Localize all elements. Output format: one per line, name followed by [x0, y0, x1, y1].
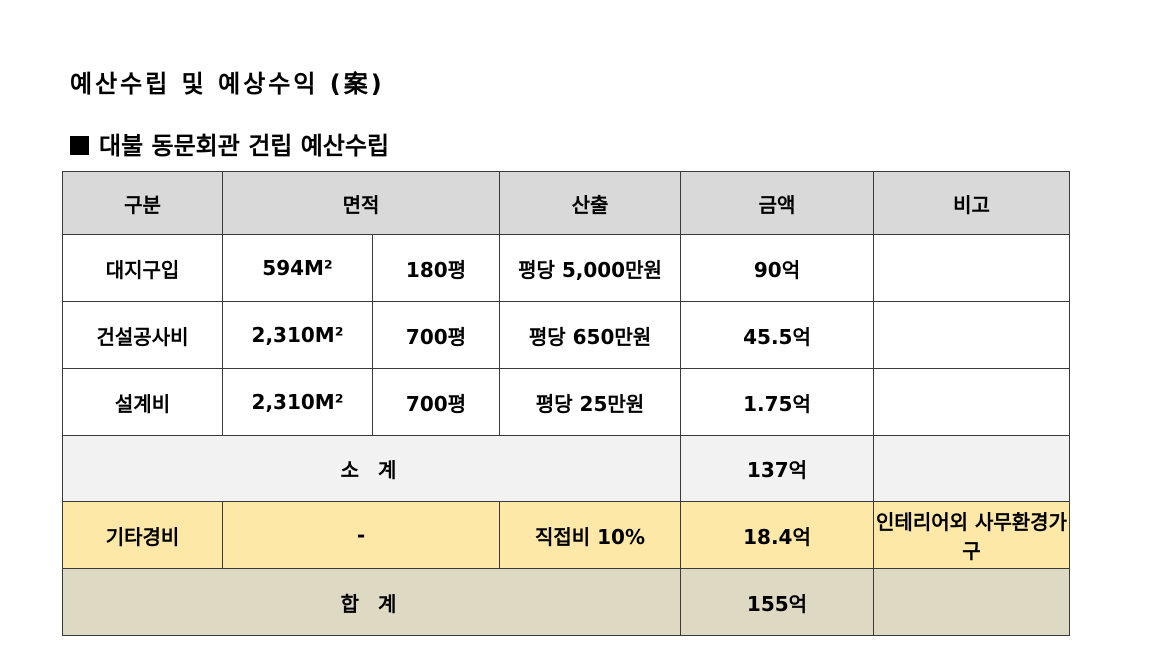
- total-amount: 155억: [680, 568, 874, 636]
- black-square-icon: [70, 136, 89, 155]
- row-calc: 평당 650만원: [499, 301, 681, 369]
- row-amount: 1.75억: [680, 368, 874, 436]
- budget-table: 구분 면적 산출 금액 비고 대지구입 594M² 180평 평당 5,000만…: [62, 171, 1070, 636]
- header-note: 비고: [873, 171, 1070, 235]
- row-area-pyeong: 700평: [372, 301, 500, 369]
- row-area-m2: 2,310M²: [222, 368, 373, 436]
- other-calc: 직접비 10%: [499, 501, 681, 569]
- row-area-pyeong: 700평: [372, 368, 500, 436]
- other-area: -: [222, 501, 500, 569]
- subtotal-note: [873, 435, 1070, 502]
- other-expenses-row: 기타경비 - 직접비 10% 18.4억 인테리어외 사무환경가구: [62, 501, 1070, 569]
- table-header-row: 구분 면적 산출 금액 비고: [62, 171, 1070, 235]
- section-title-text: 대불 동문회관 건립 예산수립: [99, 132, 390, 160]
- row-category: 대지구입: [62, 234, 223, 302]
- table-row: 설계비 2,310M² 700평 평당 25만원 1.75억: [62, 368, 1070, 436]
- other-category: 기타경비: [62, 501, 223, 569]
- table-row: 대지구입 594M² 180평 평당 5,000만원 90억: [62, 234, 1070, 302]
- row-category: 설계비: [62, 368, 223, 436]
- total-label: 합 계: [62, 568, 681, 636]
- row-note: [873, 301, 1070, 369]
- document-title: 예산수립 및 예상수익 (案): [70, 70, 385, 98]
- row-note: [873, 368, 1070, 436]
- row-area-pyeong: 180평: [372, 234, 500, 302]
- row-amount: 90억: [680, 234, 874, 302]
- row-calc: 평당 5,000만원: [499, 234, 681, 302]
- table-row: 건설공사비 2,310M² 700평 평당 650만원 45.5억: [62, 301, 1070, 369]
- row-area-m2: 2,310M²: [222, 301, 373, 369]
- header-calc: 산출: [499, 171, 681, 235]
- header-amount: 금액: [680, 171, 874, 235]
- subtotal-amount: 137억: [680, 435, 874, 502]
- other-note: 인테리어외 사무환경가구: [873, 501, 1070, 569]
- other-amount: 18.4억: [680, 501, 874, 569]
- subtotal-label: 소 계: [62, 435, 681, 502]
- row-category: 건설공사비: [62, 301, 223, 369]
- header-category: 구분: [62, 171, 223, 235]
- total-row: 합 계 155억: [62, 568, 1070, 636]
- row-note: [873, 234, 1070, 302]
- row-amount: 45.5억: [680, 301, 874, 369]
- subtotal-row: 소 계 137억: [62, 435, 1070, 502]
- row-calc: 평당 25만원: [499, 368, 681, 436]
- row-area-m2: 594M²: [222, 234, 373, 302]
- header-area: 면적: [222, 171, 500, 235]
- section-title: 대불 동문회관 건립 예산수립: [70, 126, 389, 161]
- total-note: [873, 568, 1070, 636]
